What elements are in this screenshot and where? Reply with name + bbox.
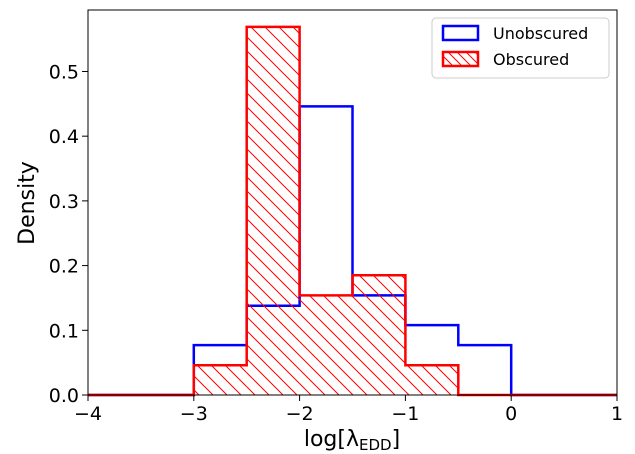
legend: Unobscured Obscured <box>431 17 610 79</box>
x-tick-label: 1 <box>611 403 623 425</box>
y-tick-label: 0.1 <box>49 320 79 342</box>
x-tick-label: −3 <box>180 403 208 425</box>
x-tick-label: 0 <box>505 403 517 425</box>
bar-obscured-5 <box>352 275 406 395</box>
y-tick-label: 0.2 <box>49 256 79 278</box>
y-tick-label: 0.4 <box>49 126 79 148</box>
x-tick-label: −1 <box>391 403 419 425</box>
legend-swatch-obscured <box>441 50 480 68</box>
legend-swatch-unobscured <box>441 24 480 42</box>
bar-obscured-4 <box>299 295 353 395</box>
legend-label-obscured: Obscured <box>493 50 569 69</box>
legend-label-unobscured: Unobscured <box>493 24 588 43</box>
x-tick-label: −2 <box>286 403 314 425</box>
bar-obscured-6 <box>405 365 459 395</box>
x-axis-label: log[λEDD] <box>304 427 400 454</box>
y-tick-label: 0.0 <box>49 385 79 407</box>
y-tick-label: 0.3 <box>49 191 79 213</box>
bar-obscured-2 <box>193 365 247 395</box>
series-line-unobscured <box>88 105 617 397</box>
bar-obscured-3 <box>246 26 300 396</box>
x-tick-label: −4 <box>74 403 102 425</box>
series-layer <box>88 25 617 397</box>
x-axis-ticks: −4 −3 −2 −1 0 1 <box>74 395 623 425</box>
y-axis-label: Density <box>15 161 40 245</box>
y-tick-label: 0.5 <box>49 61 79 83</box>
plot-frame <box>87 9 618 396</box>
y-axis-ticks: 0.0 0.1 0.2 0.3 0.4 0.5 <box>49 61 88 407</box>
